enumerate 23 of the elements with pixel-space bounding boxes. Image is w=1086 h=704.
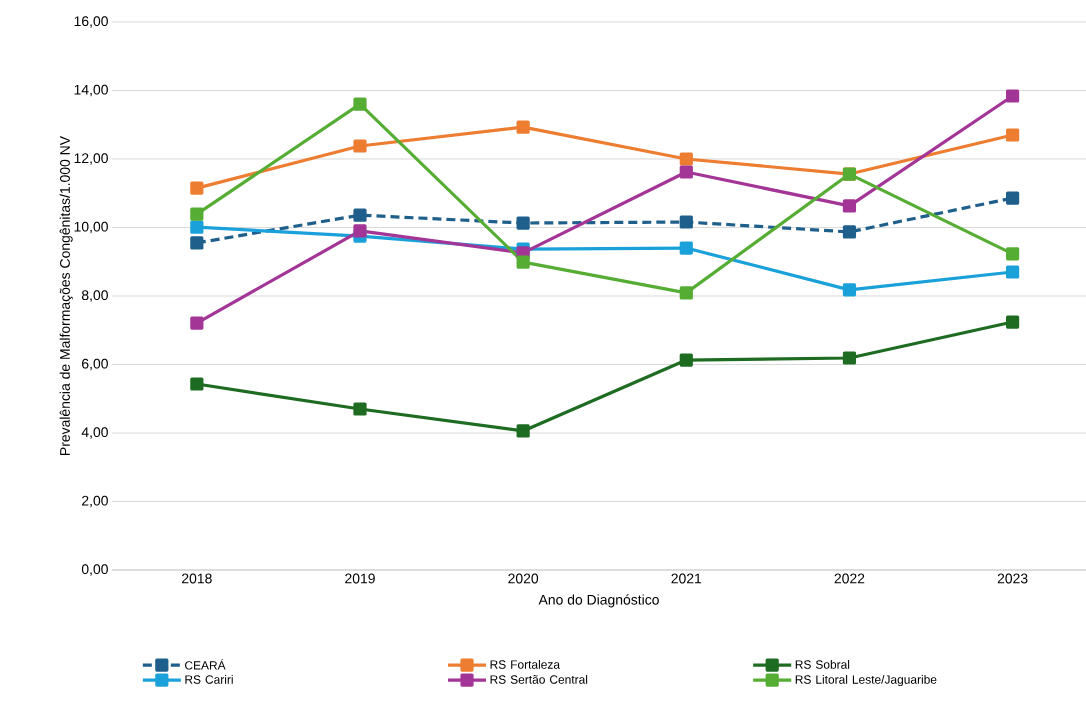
y-tick-label: 2,00 <box>82 495 108 508</box>
legend-label: CEARÁ <box>185 659 226 670</box>
y-tick-label: 16,00 <box>74 16 108 28</box>
legend-label: RS Litoral Leste/Jaguaribe <box>795 674 937 687</box>
y-tick-label: 12,00 <box>74 153 108 165</box>
legend-label: RS Fortaleza <box>490 659 561 669</box>
y-tick-label: 4,00 <box>81 427 108 439</box>
x-axis-title: Ano do Diagnóstico <box>538 594 659 608</box>
legend-label: RS Sobral <box>795 659 850 669</box>
x-tick-label: 2021 <box>671 573 702 584</box>
x-tick-label: 2020 <box>508 573 539 584</box>
x-tick-label: 2022 <box>834 573 865 584</box>
y-tick-label: 0,00 <box>81 564 108 576</box>
y-tick-label: 8,00 <box>81 290 108 302</box>
y-tick-label: 6,00 <box>82 358 108 371</box>
x-tick-label: 2023 <box>997 573 1028 584</box>
y-axis-title: Prevalência de Malformações Congênitas/1.000 NV <box>59 136 73 455</box>
legend-label: RS Sertão Central <box>490 674 588 684</box>
y-tick-label: 14,00 <box>74 84 108 97</box>
y-tick-label: 10,00 <box>74 221 108 234</box>
legend-label: RS Cariri <box>185 674 233 684</box>
x-tick-label: 2019 <box>345 573 375 584</box>
x-tick-label: 2018 <box>182 573 212 584</box>
